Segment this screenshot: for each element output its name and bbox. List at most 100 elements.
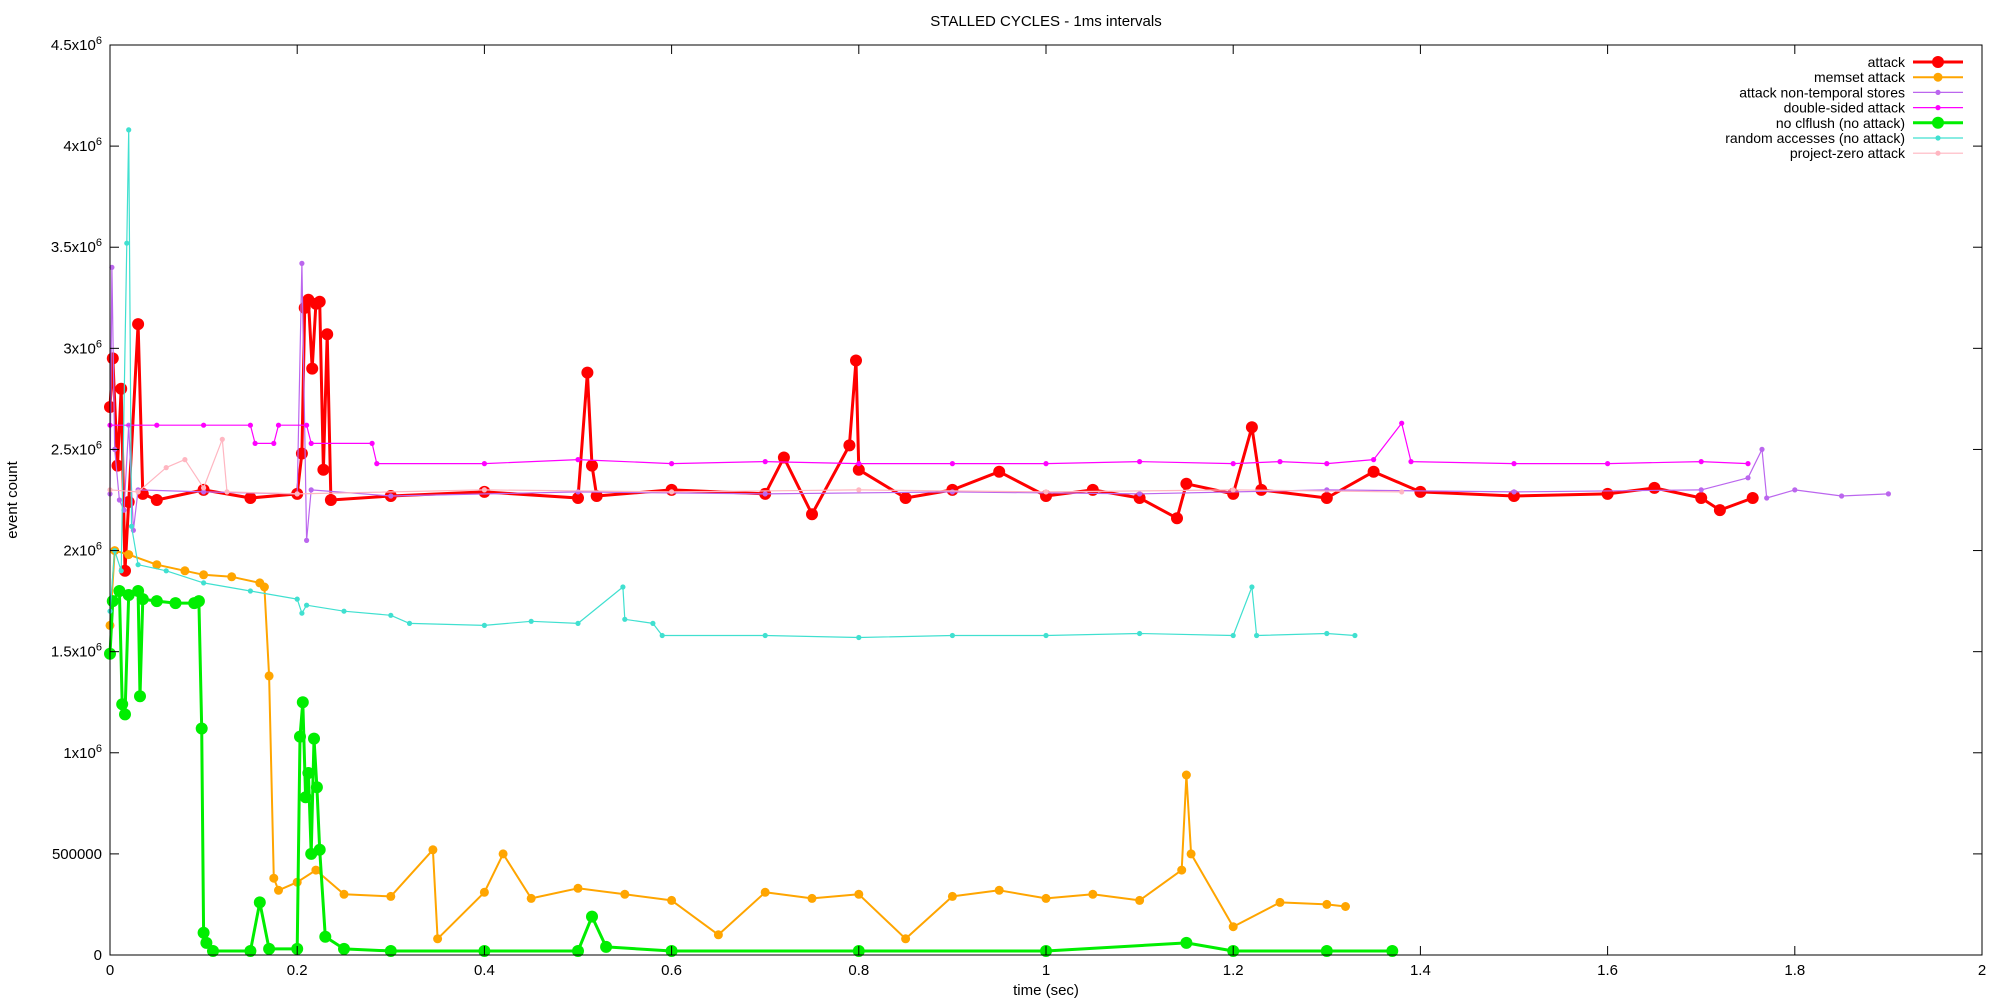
data-point [1275,897,1285,907]
x-tick-label: 1 [1042,962,1050,979]
x-tick-label: 0.8 [848,962,869,979]
data-point [136,593,149,606]
data-point [949,632,956,639]
data-point [106,595,119,608]
legend-label: memset attack [1814,69,1906,85]
data-point [575,489,581,495]
data-point [1227,487,1240,500]
data-point [899,492,912,504]
data-point [313,843,326,856]
legend-marker [1935,105,1941,111]
data-point [1408,459,1414,465]
data-point [308,487,314,493]
x-tick-label: 1.6 [1597,962,1618,979]
data-point [600,940,613,953]
legend-marker [1933,72,1943,82]
data-point [299,791,312,804]
data-point [575,457,581,463]
data-point [994,885,1004,895]
data-point [311,865,321,875]
data-point [119,564,131,577]
data-point [481,461,487,467]
data-point [386,891,396,901]
data-point [572,945,584,957]
series-double-sided-attack [107,420,1751,467]
data-point [192,595,205,608]
data-point [150,494,163,506]
data-point [481,487,487,493]
legend-item: double-sided attack [1784,100,1963,116]
tick-layer: 0 0.2 0.4 0.6 0.8 1 1.2 1.4 1.6 1.8 2 0 500000 1x106 1… [51,35,1986,979]
data-point [308,732,320,745]
data-point [1277,459,1283,465]
y-tick-label: 1.5x106 [51,642,102,661]
data-point [1399,420,1405,426]
series-attack [104,293,1759,577]
data-point [182,457,188,463]
data-point [207,945,219,957]
x-tick-label: 1.8 [1784,962,1805,979]
y-tick-label: 0 [94,947,102,964]
data-point [1324,487,1330,493]
data-point [119,708,131,721]
data-point [338,942,350,955]
data-point [1324,630,1330,637]
legend-label: random accesses (no attack) [1725,130,1905,146]
data-point [526,893,536,903]
data-point [713,930,723,940]
data-point [1605,461,1611,467]
data-point [667,895,677,905]
data-point [622,616,628,622]
series-line [108,298,1754,573]
x-tick-label: 1.2 [1223,962,1244,979]
data-point [1698,487,1704,493]
data-point [201,422,207,428]
data-point [319,930,332,943]
data-point [760,887,770,897]
legend-marker [1935,89,1941,95]
data-point [1180,936,1193,949]
data-point [581,366,594,379]
data-point [650,620,656,627]
data-point [1171,512,1183,525]
legend-item: project-zero attack [1790,145,1963,161]
data-point [1230,461,1236,467]
legend-item: attack non-temporal stores [1739,84,1963,100]
data-point [1137,459,1143,465]
x-tick-label: 0.4 [474,962,495,979]
data-point [1043,632,1049,639]
data-point [264,671,274,681]
data-point [1792,487,1798,493]
x-tick-label: 0 [106,962,114,979]
data-point [852,463,865,476]
series-memset-attack [105,546,1350,944]
data-point [1713,504,1726,517]
data-point [498,849,508,859]
x-tick-label: 0.6 [661,962,682,979]
data-point [163,568,169,574]
series-line [108,589,1393,953]
data-point [620,584,626,590]
data-point [1230,487,1236,493]
data-point [388,493,394,499]
data-point [308,440,314,446]
data-point [1601,487,1614,500]
data-point [180,566,190,576]
data-point [479,887,489,897]
y-tick-label: 2.5x106 [51,439,102,458]
data-point [993,465,1006,478]
series-line [109,262,1889,542]
data-point [253,896,266,909]
data-point [135,489,141,495]
series-layer [104,127,1891,957]
data-point [135,562,141,568]
data-point [1341,902,1350,911]
legend-label: project-zero attack [1790,145,1906,161]
data-point [197,926,210,939]
data-point [310,781,323,794]
data-point [201,485,207,491]
y-tick-label: 4.5x106 [51,35,102,54]
data-point [299,610,305,616]
